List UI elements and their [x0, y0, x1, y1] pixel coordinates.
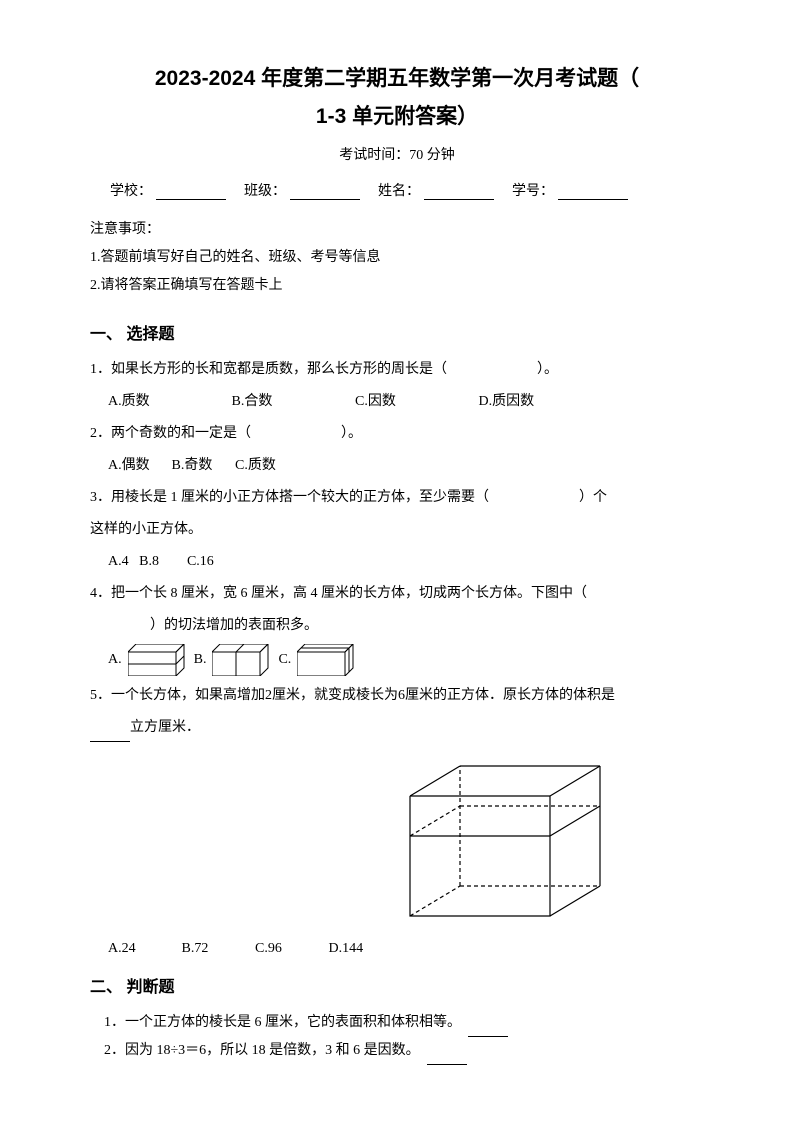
q5-d[interactable]: D.144 — [329, 941, 399, 957]
j1: 1．一个正方体的棱长是 6 厘米，它的表面积和体积相等。 — [90, 1009, 704, 1037]
q4-fig-c — [297, 644, 357, 676]
q4-options: A. B. C. — [90, 644, 704, 676]
notice-1: 1.答题前填写好自己的姓名、班级、考号等信息 — [90, 244, 704, 272]
q1-stem: 1．如果长方形的长和宽都是质数，那么长方形的周长是（ — [90, 362, 447, 377]
q4-text: 4．把一个长 8 厘米，宽 6 厘米，高 4 厘米的长方体，切成两个长方体。下图… — [90, 580, 704, 608]
q1-a[interactable]: A.质数 — [108, 388, 228, 416]
j2: 2．因为 18÷3＝6，所以 18 是倍数，3 和 6 是因数。 — [90, 1037, 704, 1065]
q3-stem: 3．用棱长是 1 厘米的小正方体搭一个较大的正方体，至少需要（ — [90, 490, 489, 505]
q1-d[interactable]: D.质因数 — [479, 388, 599, 416]
q3-end: ）个 — [579, 490, 607, 505]
school-blank[interactable] — [156, 184, 226, 200]
id-label: 学号： — [512, 184, 554, 199]
q2-text: 2．两个奇数的和一定是（ ）。 — [90, 420, 704, 448]
q3-text2: 这样的小正方体。 — [90, 516, 704, 544]
q5-text: 5．一个长方体，如果高增加2厘米，就变成棱长为6厘米的正方体．原长方体的体积是 — [90, 682, 704, 710]
q5-b[interactable]: B.72 — [182, 941, 252, 957]
section-1-title: 一、 选择题 — [90, 320, 704, 344]
q3-text: 3．用棱长是 1 厘米的小正方体搭一个较大的正方体，至少需要（ ）个 — [90, 484, 704, 512]
id-blank[interactable] — [558, 184, 628, 200]
q1-b[interactable]: B.合数 — [232, 388, 352, 416]
q4-a-label[interactable]: A. — [108, 652, 122, 668]
j1-blank[interactable] — [468, 1021, 508, 1037]
q5-text2-line: 立方厘米． — [90, 714, 704, 742]
q2-end: ）。 — [341, 426, 362, 441]
notice-block: 注意事项： 1.答题前填写好自己的姓名、班级、考号等信息 2.请将答案正确填写在… — [90, 216, 704, 300]
class-blank[interactable] — [290, 184, 360, 200]
q4-c-label[interactable]: C. — [278, 652, 291, 668]
q2-stem: 2．两个奇数的和一定是（ — [90, 426, 251, 441]
j1-text: 1．一个正方体的棱长是 6 厘米，它的表面积和体积相等。 — [104, 1015, 461, 1030]
q5-blank[interactable] — [90, 726, 130, 742]
q1-end: ）。 — [537, 362, 558, 377]
q2-a[interactable]: A.偶数 — [108, 452, 168, 480]
q1-options: A.质数 B.合数 C.因数 D.质因数 — [90, 388, 704, 416]
section-2-title: 二、 判断题 — [90, 973, 704, 997]
q5-a[interactable]: A.24 — [108, 941, 178, 957]
title-line2: 1-3 单元附答案） — [90, 98, 704, 136]
title-line1: 2023-2024 年度第二学期五年数学第一次月考试题（ — [90, 60, 704, 98]
q5-figure — [390, 756, 610, 926]
q2-options: A.偶数 B.奇数 C.质数 — [90, 452, 704, 480]
exam-time: 考试时间：70 分钟 — [90, 144, 704, 164]
name-label: 姓名： — [378, 184, 420, 199]
q4-b-label[interactable]: B. — [194, 652, 207, 668]
name-blank[interactable] — [424, 184, 494, 200]
j2-blank[interactable] — [427, 1049, 467, 1065]
info-line: 学校： 班级： 姓名： 学号： — [90, 180, 704, 200]
q4-text2: ）的切法增加的表面积多。 — [90, 612, 704, 640]
school-label: 学校： — [110, 184, 152, 199]
q1-c[interactable]: C.因数 — [355, 388, 475, 416]
q4-fig-b — [212, 644, 272, 676]
q5-c[interactable]: C.96 — [255, 941, 325, 957]
q1-text: 1．如果长方形的长和宽都是质数，那么长方形的周长是（ ）。 — [90, 356, 704, 384]
q4-fig-a — [128, 644, 188, 676]
q5-options: A.24 B.72 C.96 D.144 — [90, 941, 704, 957]
q2-b[interactable]: B.奇数 — [172, 452, 232, 480]
q5-text2: 立方厘米． — [130, 720, 200, 735]
q3-options: A.4 B.8 C.16 — [90, 548, 704, 576]
notice-header: 注意事项： — [90, 216, 704, 244]
notice-2: 2.请将答案正确填写在答题卡上 — [90, 272, 704, 300]
j2-text: 2．因为 18÷3＝6，所以 18 是倍数，3 和 6 是因数。 — [104, 1043, 420, 1058]
class-label: 班级： — [244, 184, 286, 199]
q2-c[interactable]: C.质数 — [235, 452, 295, 480]
